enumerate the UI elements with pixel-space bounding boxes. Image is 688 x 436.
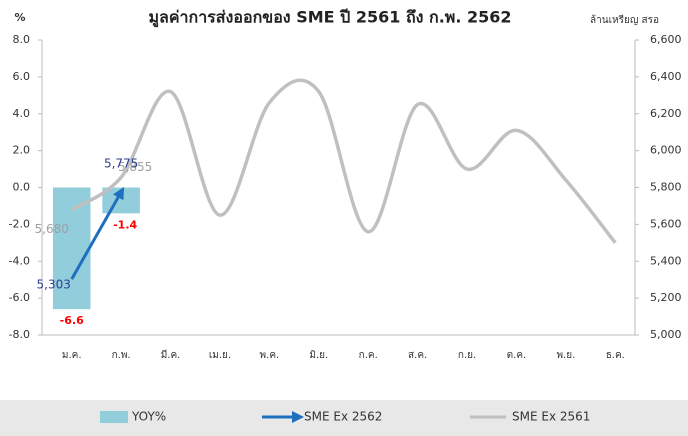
x-tick-label: มี.ค. xyxy=(161,349,181,361)
x-tick-label: ธ.ค. xyxy=(606,350,625,361)
data-label: 5,303 xyxy=(37,278,71,292)
arrow-line xyxy=(70,186,125,280)
x-tick-label: เม.ย. xyxy=(209,350,231,361)
data-label: 5,855 xyxy=(118,160,152,174)
y2-axis-label: ล้านเหรียญ สรอ xyxy=(590,14,659,26)
y-tick-label: 2.0 xyxy=(13,144,31,157)
legend-label: SME Ex 2562 xyxy=(304,410,382,424)
chart-title: มูลค่าการส่งออกของ SME ปี 2561 ถึง ก.พ. … xyxy=(148,8,511,29)
legend-label: SME Ex 2561 xyxy=(512,410,590,424)
y-tick-label: -2.0 xyxy=(9,217,30,230)
x-tick-label: ก.ค. xyxy=(359,350,378,361)
data-label: 5,680 xyxy=(35,222,69,236)
y2-tick-label: 6,000 xyxy=(650,144,682,157)
y-tick-label: 8.0 xyxy=(13,33,31,46)
x-tick-label: ต.ค. xyxy=(507,350,527,361)
y-tick-label: 0.0 xyxy=(13,181,31,194)
y-tick-label: -8.0 xyxy=(9,328,30,341)
data-label: -1.4 xyxy=(113,218,137,231)
y-tick-label: 6.0 xyxy=(13,70,31,83)
data-label: 5,775 xyxy=(104,157,138,171)
legend-label: YOY% xyxy=(131,410,166,424)
x-tick-label: ก.พ. xyxy=(112,350,131,361)
y2-tick-label: 6,200 xyxy=(650,107,682,120)
y-tick-label: -6.0 xyxy=(9,291,30,304)
line xyxy=(70,78,617,244)
y2-tick-label: 5,400 xyxy=(650,254,682,267)
x-tick-label: ก.ย. xyxy=(458,350,476,361)
x-tick-label: พ.ย. xyxy=(556,350,575,361)
data-label: -6.6 xyxy=(60,314,84,327)
y-tick-label: 4.0 xyxy=(13,107,31,120)
y-tick-label: -4.0 xyxy=(9,254,30,267)
x-tick-label: ม.ค. xyxy=(62,350,82,361)
y2-tick-label: 5,600 xyxy=(650,217,682,230)
y2-tick-label: 5,800 xyxy=(650,181,682,194)
y2-tick-label: 5,000 xyxy=(650,328,682,341)
y2-tick-label: 6,400 xyxy=(650,70,682,83)
x-tick-label: พ.ค. xyxy=(260,350,280,361)
y2-tick-label: 6,600 xyxy=(650,33,682,46)
y-axis-label: % xyxy=(14,11,25,24)
x-tick-label: ส.ค. xyxy=(408,350,427,361)
x-tick-label: มิ.ย. xyxy=(309,350,328,361)
y2-tick-label: 5,200 xyxy=(650,291,682,304)
legend-swatch xyxy=(100,411,128,423)
